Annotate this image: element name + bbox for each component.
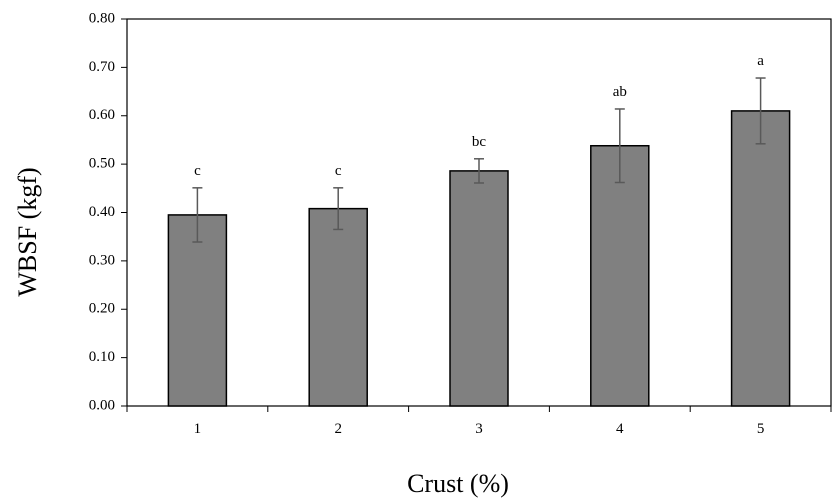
x-tick-label: 3 <box>475 421 483 437</box>
y-tick-label: 0.70 <box>89 59 115 75</box>
x-tick-label: 5 <box>757 421 765 437</box>
y-tick-label: 0.00 <box>89 397 115 413</box>
significance-labels: c c bc ab a <box>194 53 764 179</box>
x-tick-label: 4 <box>616 421 624 437</box>
bar <box>449 170 509 407</box>
bar <box>308 207 368 407</box>
y-tick-label: 0.40 <box>89 204 115 220</box>
y-tick-label: 0.80 <box>89 10 115 26</box>
bar <box>730 110 791 407</box>
significance-letter: bc <box>472 134 487 150</box>
x-axis-ticks: 1 2 3 4 5 <box>126 406 832 437</box>
y-axis-title: WBSF (kgf) <box>13 167 42 296</box>
x-tick-label: 1 <box>194 421 202 437</box>
y-axis-ticks: 0.00 0.10 0.20 0.30 0.40 0.50 0.60 0.70 0.80 <box>89 10 127 413</box>
error-bars <box>192 77 766 243</box>
y-tick-label: 0.10 <box>89 349 115 365</box>
significance-letter: a <box>757 53 764 69</box>
y-tick-label: 0.30 <box>89 252 115 268</box>
significance-letter: ab <box>613 84 627 100</box>
significance-letter: c <box>335 163 342 179</box>
bar-series <box>167 110 791 407</box>
y-tick-label: 0.60 <box>89 107 115 123</box>
bar <box>167 214 228 407</box>
significance-letter: c <box>194 163 201 179</box>
x-axis-title: Crust (%) <box>407 469 509 498</box>
y-tick-label: 0.20 <box>89 301 115 317</box>
bar <box>590 144 650 407</box>
y-tick-label: 0.50 <box>89 156 115 172</box>
x-tick-label: 2 <box>334 421 342 437</box>
